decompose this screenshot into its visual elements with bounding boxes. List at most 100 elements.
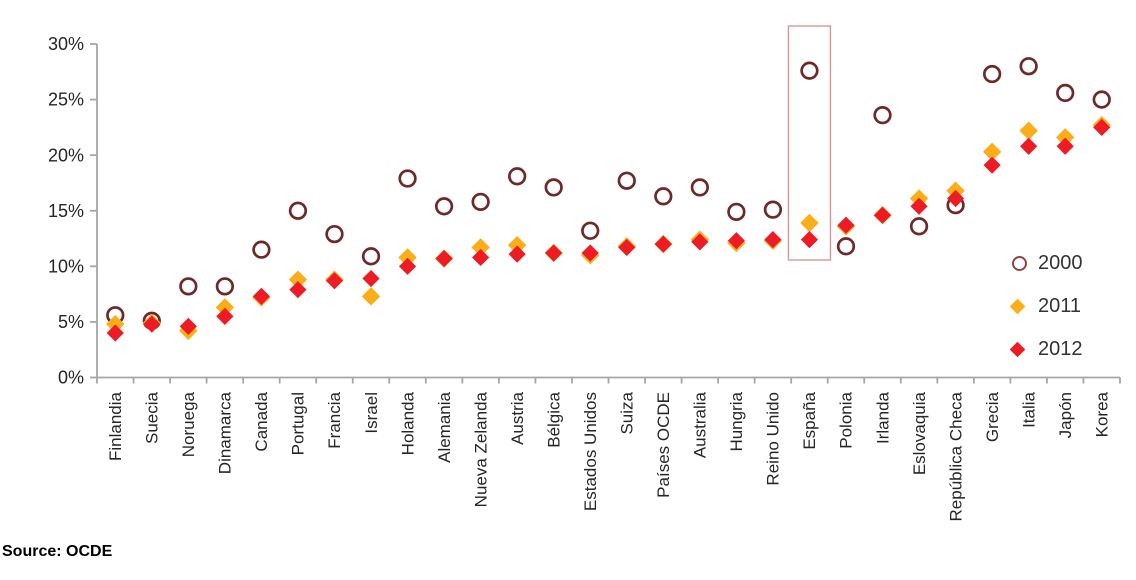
data-point-2011 (982, 142, 1002, 162)
legend-item-2000: 2000 (1012, 246, 1083, 280)
x-axis-label: Portugal (289, 392, 308, 455)
x-axis-label: Suecia (143, 391, 162, 444)
data-point-2000 (982, 64, 1002, 84)
data-point-2000 (508, 167, 527, 186)
data-point-2011 (398, 248, 417, 267)
x-axis-label: Países OCDE (654, 392, 673, 498)
data-point-2000 (544, 178, 563, 197)
data-point-2000 (581, 221, 600, 240)
x-axis-label: Alemania (435, 391, 454, 462)
x-axis-label: Israel (362, 392, 381, 434)
y-axis-label: 15% (48, 201, 84, 221)
x-axis-label: Grecia (983, 391, 1002, 442)
data-point-2012 (545, 244, 563, 262)
data-point-2000 (434, 197, 454, 216)
data-point-2000 (179, 277, 198, 296)
x-axis-label: Japón (1056, 392, 1075, 438)
data-point-2000 (1019, 57, 1038, 76)
x-axis-label: Austria (508, 391, 527, 444)
data-point-2000 (800, 61, 819, 80)
data-point-2012 (143, 315, 161, 333)
x-axis-label: Polonia (837, 391, 856, 448)
y-axis-label: 5% (58, 312, 84, 332)
data-point-2000 (617, 171, 636, 190)
data-point-2012 (727, 232, 745, 250)
x-axis-label: Bélgica (544, 391, 563, 447)
y-axis-label: 10% (48, 256, 84, 276)
data-point-2012 (1056, 137, 1074, 155)
data-point-2012 (216, 307, 234, 325)
legend-item-2011: 2011 (1009, 289, 1083, 323)
data-point-2012 (289, 281, 307, 299)
data-point-2000 (909, 217, 929, 236)
data-point-2000 (690, 178, 709, 197)
data-point-2011 (1055, 128, 1075, 147)
data-point-2012 (873, 206, 892, 224)
legend-label: 2012 (1038, 337, 1083, 360)
red-diamond-icon (1009, 341, 1034, 357)
legend-label: 2000 (1038, 251, 1083, 274)
x-axis-label: Hungria (727, 391, 746, 451)
data-point-2000 (654, 187, 673, 206)
data-point-2000 (873, 105, 892, 125)
data-point-2012 (581, 244, 599, 262)
data-point-2012 (179, 317, 197, 335)
y-axis-label: 30% (48, 34, 84, 54)
data-point-2012 (691, 233, 709, 251)
data-point-2012 (800, 231, 819, 249)
y-axis-label: 0% (58, 368, 84, 388)
data-point-2012 (435, 249, 453, 268)
data-point-2000 (325, 224, 344, 244)
data-point-2000 (1056, 83, 1075, 103)
x-axis-label: Suiza (618, 391, 637, 434)
data-point-2000 (288, 201, 308, 220)
x-axis-label: Finlandia (106, 391, 125, 461)
data-point-2012 (910, 197, 928, 215)
x-axis-label: Noruega (179, 391, 198, 457)
data-point-2000 (252, 240, 271, 259)
data-point-2012 (654, 235, 672, 253)
data-point-2012 (764, 231, 782, 249)
x-axis-label: Eslovaquia (910, 391, 929, 475)
x-axis-label: Holanda (398, 391, 417, 455)
x-axis-label: Irlanda (873, 391, 892, 444)
x-axis-label: Italia (1019, 391, 1038, 427)
data-point-2011 (507, 236, 527, 255)
data-point-2011 (1019, 121, 1038, 140)
data-point-2011 (471, 238, 490, 257)
data-point-2012 (325, 272, 344, 290)
legend-label: 2011 (1038, 294, 1082, 317)
highlight-box (787, 25, 832, 261)
x-axis-label: España (800, 391, 819, 449)
source-note: Source: OCDE (2, 543, 113, 560)
x-axis-label: Korea (1093, 391, 1112, 437)
data-point-2000 (1092, 90, 1111, 109)
y-axis-label: 25% (48, 90, 84, 110)
data-point-2000 (398, 169, 417, 188)
chart-legend: 2000 2011 2012 (1009, 246, 1083, 375)
y-axis-label: 20% (48, 145, 84, 165)
data-point-2000 (836, 237, 856, 256)
legend-item-2012: 2012 (1009, 332, 1083, 366)
data-point-2011 (800, 213, 819, 233)
data-point-2012 (252, 287, 271, 305)
data-point-2012 (398, 257, 417, 275)
orange-diamond-icon (1009, 298, 1034, 314)
x-axis-label: Dinamarca (216, 391, 235, 474)
x-axis-label: Canada (252, 391, 271, 451)
data-point-2012 (618, 238, 636, 257)
data-point-2012 (946, 189, 965, 208)
data-point-2012 (983, 156, 1001, 174)
data-point-2011 (106, 314, 125, 334)
open-circle-icon (1012, 255, 1034, 271)
data-point-2012 (1093, 118, 1111, 136)
data-point-2011 (215, 298, 235, 317)
data-point-2011 (361, 287, 381, 306)
x-axis-label: República Checa (946, 391, 965, 521)
data-point-2012 (837, 216, 855, 234)
data-point-2000 (361, 247, 381, 266)
data-point-2012 (106, 324, 124, 342)
x-axis-label: Nueva Zelanda (471, 391, 490, 507)
data-point-2012 (508, 245, 526, 263)
